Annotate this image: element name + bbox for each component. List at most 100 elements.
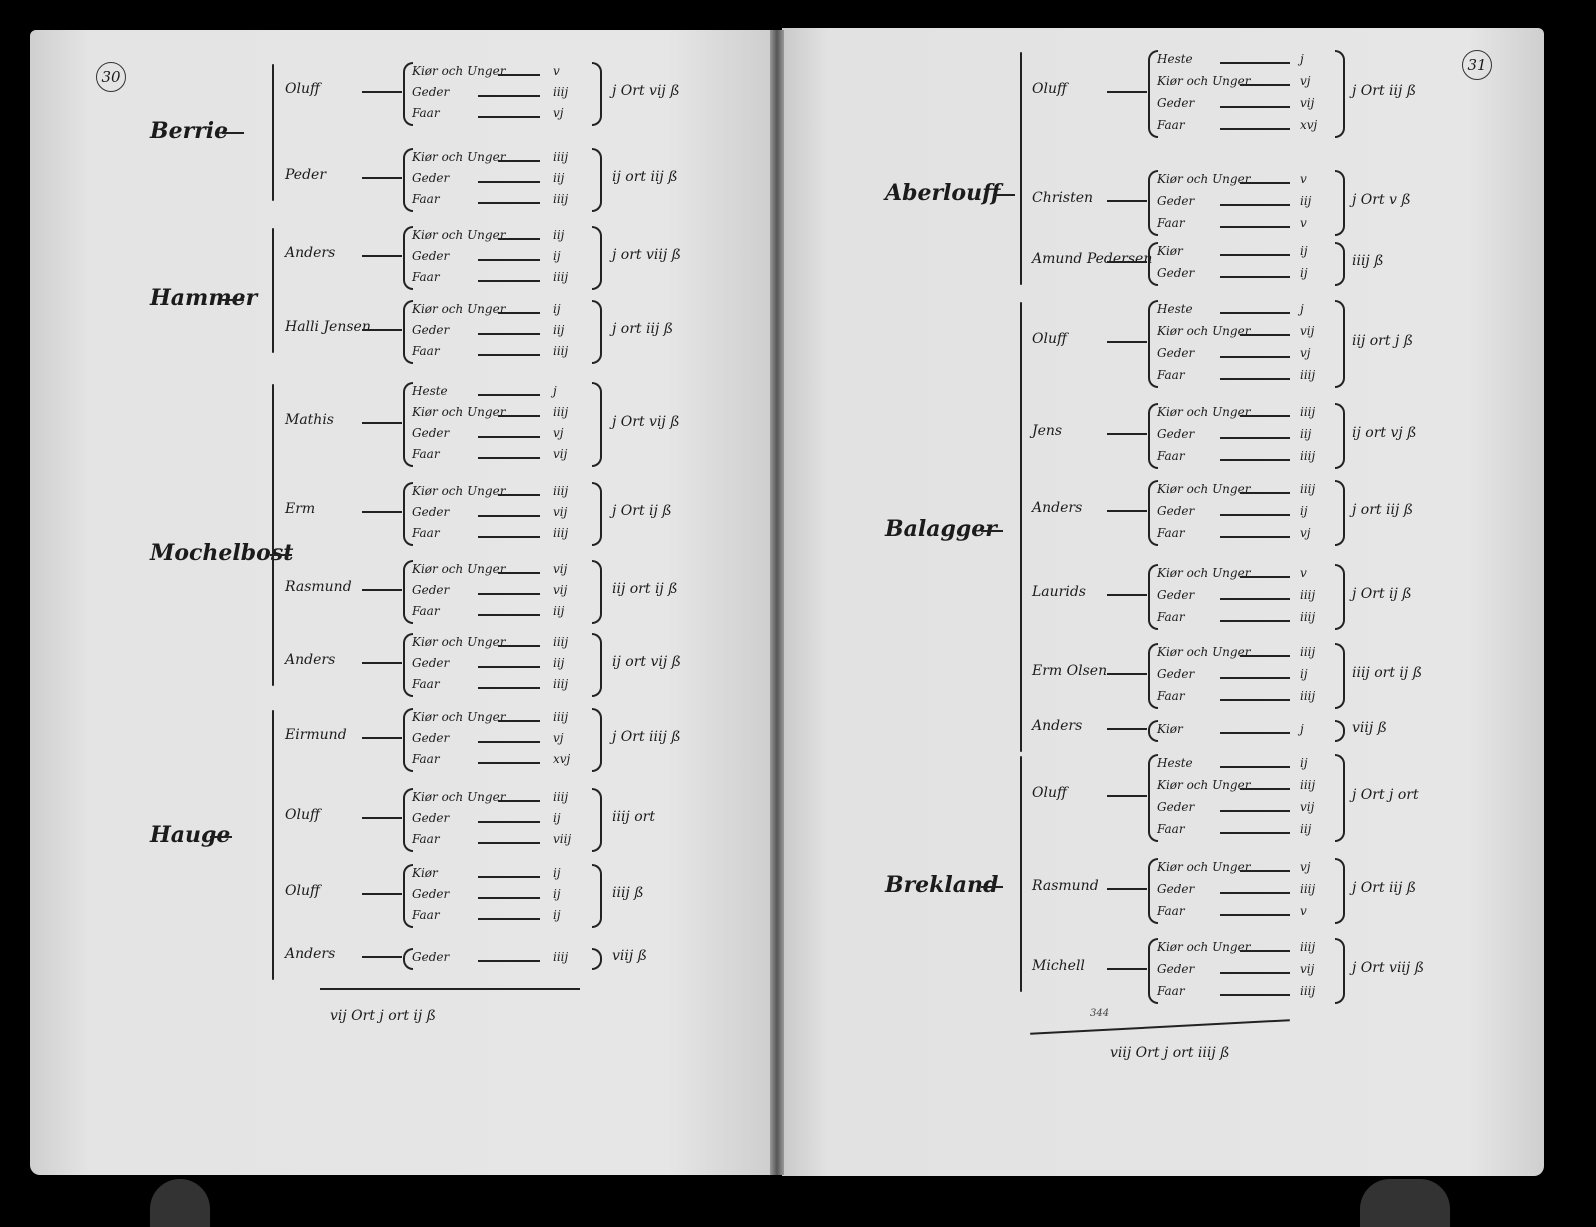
connector-line [362,421,402,424]
item-count: vij [1300,96,1315,110]
item-line [1220,810,1290,812]
item-count: iiij [1300,689,1316,703]
item-count: ij [553,887,561,901]
entry-total: j Ort v ß [1352,192,1411,208]
item-line [1220,106,1290,108]
item-count: vij [553,505,568,519]
item-count: iiij [553,344,569,358]
item-label: Heste [1157,756,1193,770]
item-label: Kiør och Unger [412,228,506,242]
item-label: Geder [412,85,450,99]
entry-total: j Ort vij ß [612,413,680,430]
farm-brace [1020,756,1022,992]
right-brace [1335,170,1345,236]
farm-name: Aberlouff [885,180,1001,206]
item-count: vij [1300,324,1315,338]
item-line [478,842,540,844]
item-label: Faar [412,604,440,618]
page-number: 31 [1462,50,1492,80]
item-count: iiij [1300,940,1316,954]
item-label: Geder [412,323,450,337]
entry-name: Rasmund [285,579,352,595]
entry-name: Eirmund [285,727,347,743]
entry-total: j ort viij ß [612,247,681,263]
item-label: Geder [1157,667,1195,681]
item-label: Geder [1157,504,1195,518]
item-label: Geder [1157,346,1195,360]
item-count: xvj [1300,118,1318,132]
item-line [1220,226,1290,228]
item-label: Faar [1157,368,1185,382]
item-line [498,415,540,417]
item-label: Geder [1157,800,1195,814]
item-line [478,762,540,764]
entry-total: ij ort iij ß [612,169,678,185]
connector-line [1107,594,1147,596]
item-line [478,821,540,823]
item-line [498,74,540,76]
item-label: Faar [1157,822,1185,836]
item-label: Faar [412,270,440,284]
item-line [1220,832,1290,834]
item-line [1220,536,1290,538]
item-line [478,457,540,459]
item-label: Kiør och Unger [1157,324,1251,338]
connector-line [1107,888,1147,890]
left-brace [403,382,413,467]
item-label: Geder [412,731,450,745]
item-label: Faar [1157,449,1185,463]
right-brace [1335,480,1345,546]
item-label: Geder [1157,588,1195,602]
item-label: Faar [412,106,440,120]
item-label: Kiør och Unger [1157,405,1251,419]
connector-line [362,589,402,591]
farm-brace [272,710,274,980]
connector-line [362,329,402,331]
item-line [478,515,540,517]
item-count: v [553,64,560,78]
item-label: Kiør och Unger [412,710,506,724]
item-label: Heste [1157,302,1193,316]
page-number: 30 [96,62,126,92]
item-line [478,666,540,668]
right-brace [592,300,602,364]
item-count: iiij [1300,368,1316,382]
item-line [498,160,540,162]
entry-name: Amund Pedersen [1032,251,1153,267]
connector-line [362,893,402,895]
connector-line [1107,261,1147,263]
item-count: iiij [553,635,569,649]
item-count: ij [1300,504,1308,518]
left-brace [403,226,413,290]
item-line [1220,356,1290,358]
entry-name: Anders [285,946,336,962]
item-count: j [553,384,557,398]
connector-line [362,177,402,179]
item-label: Faar [412,752,440,766]
item-label: Faar [1157,118,1185,132]
connector-line [362,817,402,819]
entry-total: j ort iij ß [612,321,674,337]
right-brace [1335,754,1345,842]
item-line [1240,655,1290,657]
connector-line [1107,341,1147,343]
farm-name: Hauge [150,822,231,848]
item-line [478,394,540,396]
item-label: Faar [1157,689,1185,703]
item-count: iij [553,604,565,618]
item-count: iij [553,228,565,242]
item-count: iiij [553,150,569,164]
left-brace [1148,643,1158,709]
entry-name: Anders [285,245,336,261]
item-line [1220,766,1290,768]
item-label: Faar [412,526,440,540]
item-line [498,494,540,496]
item-count: j [1300,52,1304,66]
connector-line [1107,433,1147,435]
item-label: Geder [412,249,450,263]
item-label: Heste [412,384,448,398]
item-count: iij [553,171,565,185]
farm-brace [1020,302,1022,752]
farm-connector [981,530,1003,532]
item-line [1220,620,1290,622]
